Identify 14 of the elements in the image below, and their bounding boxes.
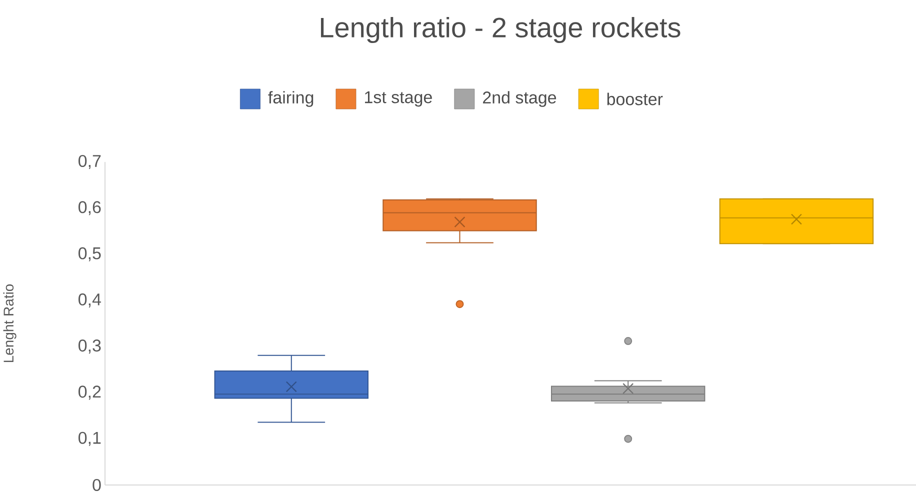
y-tick-label: 0,7 — [78, 154, 101, 170]
legend-label: 1st stage — [365, 91, 432, 107]
y-tick-label: 0,3 — [78, 340, 101, 354]
legend-label: booster — [607, 92, 663, 106]
y-axis-title: Lenght Ratio — [3, 284, 16, 362]
y-tick-label: 0,6 — [78, 201, 101, 216]
y-tick-label: 0,1 — [78, 432, 101, 446]
chart-title: Length ratio - 2 stage rockets — [320, 16, 680, 44]
legend-label: fairing — [268, 91, 314, 107]
y-tick-label: 0,4 — [78, 293, 101, 308]
y-tick-label: 0,5 — [78, 247, 101, 262]
legend-label: 2nd stage — [483, 91, 556, 107]
y-tick-label: 0,2 — [78, 386, 101, 400]
y-tick-label: 0 — [92, 478, 101, 492]
